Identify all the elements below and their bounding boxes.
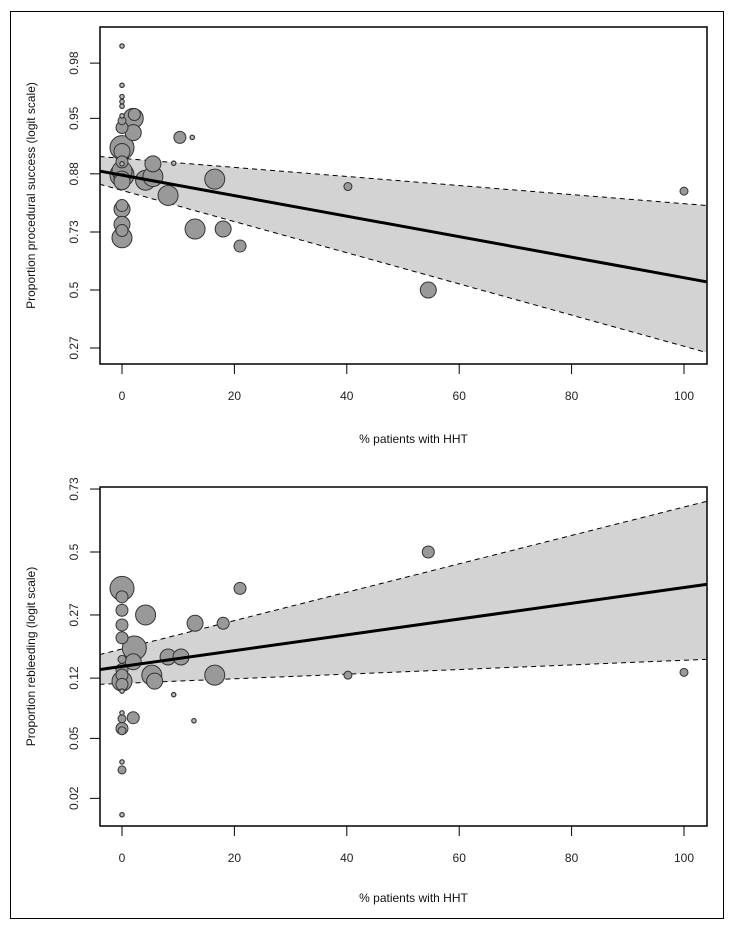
- data-point: [127, 108, 141, 122]
- x-tick-label: 60: [453, 389, 467, 403]
- data-point: [146, 672, 164, 690]
- plot-area: [100, 14, 707, 353]
- y-axis-title: Proportion procedural success (logit sca…: [24, 82, 38, 309]
- data-point: [135, 604, 157, 626]
- data-point: [170, 691, 177, 698]
- x-tick-label: 20: [228, 389, 242, 403]
- confidence-band: [100, 156, 707, 353]
- data-point: [157, 184, 179, 206]
- data-point: [117, 765, 127, 775]
- data-point: [119, 688, 125, 694]
- data-point: [119, 93, 125, 100]
- data-point: [119, 161, 125, 167]
- data-point: [679, 667, 689, 677]
- data-point: [233, 239, 247, 253]
- x-tick-label: 60: [453, 851, 467, 865]
- x-tick-label: 0: [119, 851, 126, 865]
- regression-line: [100, 582, 707, 672]
- plot-frame: [99, 486, 708, 827]
- data-point: [343, 182, 353, 192]
- data-point: [126, 711, 140, 725]
- data-point: [115, 618, 129, 632]
- x-tick-label: 20: [228, 851, 242, 865]
- data-point: [233, 581, 247, 595]
- data-point: [343, 670, 353, 680]
- data-point: [119, 811, 125, 818]
- rebleeding-panel: 0 20 40 60 80 100 0.02 0.05 0.12 0.27 0.5 0.73 % pat…: [24, 477, 708, 905]
- data-point: [204, 664, 226, 686]
- ci-upper-line: [100, 156, 707, 206]
- y-tick-label: 0.27: [67, 336, 81, 360]
- y-tick-label: 0.27: [67, 603, 81, 627]
- y-tick-label: 0.5: [67, 543, 81, 560]
- y-axis-title: Proportion rebleeding (logit scale): [24, 567, 38, 746]
- data-point: [679, 186, 689, 196]
- y-tick-label: 0.05: [67, 726, 81, 750]
- y-tick-label: 0.95: [67, 106, 81, 130]
- data-point: [119, 710, 125, 716]
- data-point: [117, 714, 127, 724]
- plot-area: [100, 500, 707, 818]
- procedural-success-panel: 0 20 40 60 80 100 0.27 0.5 0.73 0.88 0.95 0.98 % pat…: [24, 14, 708, 446]
- data-point: [117, 726, 127, 736]
- data-point: [173, 130, 187, 144]
- x-axis-title: % patients with HHT: [359, 891, 468, 905]
- x-tick-label: 80: [565, 851, 579, 865]
- data-point: [115, 224, 129, 238]
- y-tick-label: 0.73: [67, 220, 81, 244]
- ci-lower-line: [100, 658, 707, 685]
- data-point: [144, 155, 162, 173]
- data-point: [120, 14, 124, 18]
- data-point: [214, 220, 232, 238]
- data-point: [421, 545, 435, 559]
- data-point: [117, 654, 127, 664]
- data-point: [119, 113, 125, 119]
- data-point: [119, 82, 125, 89]
- data-point: [119, 43, 125, 49]
- data-point: [216, 616, 230, 630]
- data-point: [119, 759, 125, 765]
- data-point: [115, 590, 129, 604]
- data-point: [204, 168, 226, 190]
- data-point: [119, 103, 125, 110]
- data-point: [115, 631, 129, 645]
- x-tick-label: 0: [119, 389, 126, 403]
- data-point: [119, 98, 125, 105]
- x-tick-label: 40: [340, 851, 354, 865]
- data-point: [170, 160, 177, 166]
- data-point: [191, 717, 197, 724]
- x-axis-title: % patients with HHT: [359, 432, 468, 446]
- ci-lower-line: [100, 183, 707, 353]
- plot-frame: [99, 26, 708, 365]
- data-point: [115, 603, 129, 617]
- data-point: [186, 614, 204, 632]
- y-tick-label: 0.88: [67, 162, 81, 186]
- data-point: [115, 198, 129, 212]
- confidence-band: [100, 501, 707, 685]
- y-tick-label: 0.73: [67, 477, 81, 501]
- x-tick-label: 100: [674, 851, 694, 865]
- y-tick-label: 0.02: [67, 786, 81, 810]
- regression-line: [100, 169, 707, 284]
- x-tick-label: 80: [565, 389, 579, 403]
- figure-frame: [10, 11, 724, 919]
- data-point: [184, 218, 206, 240]
- y-tick-label: 0.12: [67, 666, 81, 690]
- data-point: [189, 134, 196, 141]
- x-tick-label: 40: [340, 389, 354, 403]
- y-tick-label: 0.5: [67, 281, 81, 298]
- y-tick-label: 0.98: [67, 51, 81, 75]
- data-point: [419, 281, 437, 299]
- x-tick-label: 100: [674, 389, 694, 403]
